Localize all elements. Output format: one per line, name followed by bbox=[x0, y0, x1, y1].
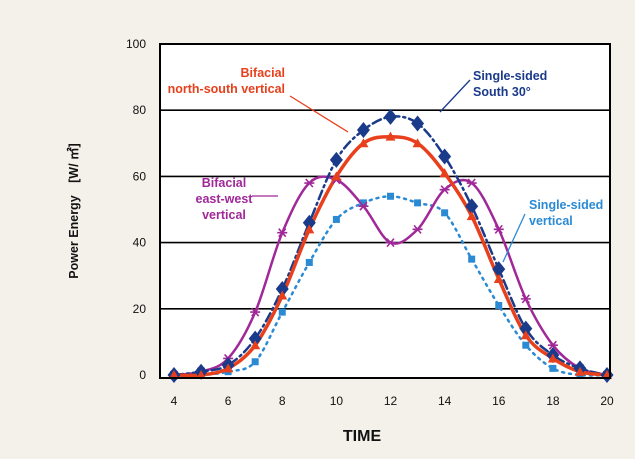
x-tick-label: 10 bbox=[330, 394, 344, 408]
annotation-ssv: Single-sided vertical bbox=[502, 198, 603, 263]
point-bns bbox=[250, 340, 261, 350]
point-ss30 bbox=[438, 148, 452, 165]
x-tick-label: 8 bbox=[279, 394, 286, 408]
annotation-text: vertical bbox=[529, 214, 573, 228]
point-ssv bbox=[332, 215, 340, 223]
point-bew bbox=[520, 294, 531, 304]
point-ss30 bbox=[492, 261, 506, 278]
point-bew bbox=[439, 185, 450, 195]
annotation-text: Single-sided bbox=[529, 198, 603, 212]
point-bns bbox=[520, 330, 531, 340]
point-ssv bbox=[305, 258, 313, 266]
x-tick-labels: 4 6 8 10 12 14 16 18 20 bbox=[171, 394, 614, 408]
point-bew bbox=[466, 178, 477, 188]
annotation-text: vertical bbox=[202, 208, 246, 222]
plot-border bbox=[159, 43, 611, 379]
point-bns bbox=[304, 224, 315, 234]
point-ssv bbox=[387, 192, 394, 200]
annotation-text: South 30° bbox=[473, 85, 531, 99]
y-tick-label: 0 bbox=[139, 368, 146, 382]
annotation-text: east-west bbox=[196, 192, 254, 206]
point-bns bbox=[385, 131, 396, 141]
x-tick-label: 12 bbox=[384, 394, 398, 408]
x-tick-label: 16 bbox=[492, 394, 506, 408]
grid-lines bbox=[160, 109, 610, 310]
point-bns bbox=[439, 168, 450, 178]
plot-area bbox=[160, 44, 610, 378]
point-ss30 bbox=[329, 151, 343, 168]
point-ssv bbox=[414, 199, 422, 207]
annotation-bew: Bifacial east-west vertical bbox=[196, 176, 278, 222]
point-bns bbox=[493, 274, 504, 284]
point-bew bbox=[304, 178, 315, 188]
annotation-text: Single-sided bbox=[473, 69, 547, 83]
x-tick-label: 14 bbox=[438, 394, 452, 408]
point-bns bbox=[331, 171, 342, 181]
annotation-text: north-south vertical bbox=[168, 82, 285, 96]
annotation-text: Bifacial bbox=[241, 66, 285, 80]
y-axis-title: Power Energy [W/ ㎡] bbox=[66, 143, 81, 278]
point-ssv bbox=[278, 308, 286, 316]
y-tick-label: 100 bbox=[126, 37, 146, 51]
point-ssv bbox=[441, 209, 449, 217]
point-bew bbox=[358, 201, 369, 211]
point-bew bbox=[412, 224, 423, 234]
annotation-ss30: Single-sided South 30° bbox=[439, 69, 547, 113]
point-bns bbox=[547, 353, 558, 363]
x-tick-label: 6 bbox=[225, 394, 232, 408]
point-bew bbox=[385, 238, 396, 248]
point-bns bbox=[358, 138, 369, 148]
x-tick-label: 18 bbox=[546, 394, 560, 408]
x-axis-title: TIME bbox=[343, 428, 382, 445]
point-ss30 bbox=[302, 214, 316, 231]
point-ssv bbox=[495, 301, 503, 309]
point-bns bbox=[277, 290, 288, 300]
series-annotations: Single-sided South 30° Bifacial north-south… bbox=[168, 66, 603, 263]
point-ssv bbox=[549, 364, 557, 372]
point-ss30 bbox=[248, 330, 262, 347]
point-ss30 bbox=[384, 108, 397, 125]
point-ssv bbox=[468, 255, 476, 263]
point-bns bbox=[466, 211, 477, 221]
point-ss30 bbox=[465, 198, 479, 215]
point-bns bbox=[412, 138, 423, 148]
point-bns bbox=[223, 363, 234, 373]
point-ss30 bbox=[519, 320, 533, 337]
point-bew bbox=[493, 224, 504, 234]
x-tick-label: 4 bbox=[171, 394, 178, 408]
point-ssv bbox=[251, 358, 259, 366]
y-tick-label: 60 bbox=[133, 169, 147, 183]
point-bns bbox=[169, 370, 179, 379]
annotation-leader bbox=[502, 213, 526, 263]
point-ssv bbox=[522, 341, 530, 349]
point-bew bbox=[250, 307, 261, 317]
point-bew bbox=[547, 340, 558, 350]
point-ss30 bbox=[411, 115, 425, 132]
point-bew bbox=[277, 228, 288, 238]
point-ssv bbox=[359, 199, 367, 207]
y-tick-labels: 0 20 40 60 80 100 bbox=[126, 37, 146, 382]
point-ss30 bbox=[356, 122, 370, 139]
x-tick-label: 20 bbox=[600, 394, 614, 408]
annotation-leader bbox=[439, 79, 471, 113]
y-tick-label: 20 bbox=[133, 302, 147, 316]
point-bns bbox=[574, 366, 585, 376]
y-tick-label: 80 bbox=[133, 103, 147, 117]
annotation-bns: Bifacial north-south vertical bbox=[168, 66, 349, 133]
point-bns bbox=[196, 370, 207, 379]
annotation-text: Bifacial bbox=[202, 176, 246, 190]
point-ss30 bbox=[275, 280, 289, 297]
annotation-leader bbox=[289, 95, 349, 133]
y-tick-label: 40 bbox=[133, 236, 147, 250]
